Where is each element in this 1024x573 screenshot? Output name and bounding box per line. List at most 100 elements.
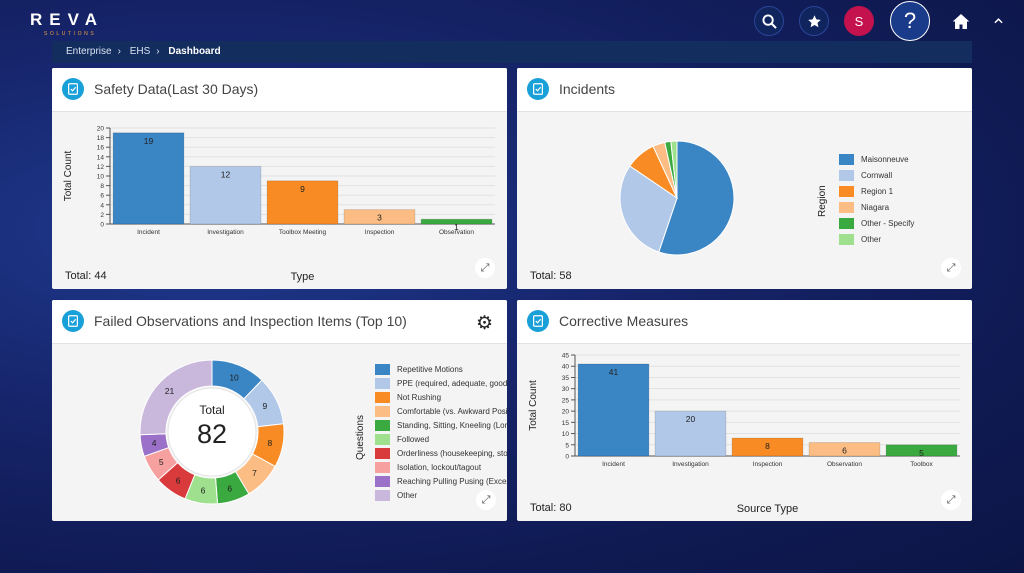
slice-10[interactable]: [139, 359, 213, 436]
y-tick-label: 2: [100, 212, 104, 219]
donut-center-label: Total: [199, 403, 224, 417]
legend-item[interactable]: Reaching Pulling Pusing (Excessive: [375, 474, 507, 488]
gear-icon[interactable]: ⚙: [475, 313, 493, 334]
legend-item[interactable]: Other: [839, 231, 914, 247]
legend-item[interactable]: Comfortable (vs. Awkward Position: [375, 404, 507, 418]
search-icon: [761, 13, 777, 29]
legend-swatch: [375, 377, 390, 389]
bar-incident[interactable]: [112, 132, 185, 225]
bar-investigation[interactable]: [189, 165, 262, 225]
legend-item[interactable]: Standing, Sitting, Kneeling (Long P: [375, 418, 507, 432]
bar-observation[interactable]: [808, 442, 881, 457]
legend-item[interactable]: Cornwall: [839, 167, 914, 183]
legend-item[interactable]: Repetitive Motions: [375, 362, 507, 376]
expand-icon[interactable]: ⤢: [941, 258, 961, 278]
failed-donut-chart: 10 9 8 7 6 6 6 54 21 Total 82: [139, 359, 285, 505]
y-tick-label: 30: [562, 386, 570, 393]
bar-value-label: 8: [765, 441, 770, 451]
bar-toolbox-meeting[interactable]: [266, 180, 339, 225]
legend-label: Other: [397, 490, 418, 500]
slice-value-label: 9: [263, 401, 268, 411]
legend-label: Niagara: [861, 202, 890, 212]
legend-item[interactable]: Isolation, lockout/tagout: [375, 460, 507, 474]
slice-2[interactable]: [619, 165, 678, 253]
bar-inspection[interactable]: [343, 209, 416, 225]
profile-avatar[interactable]: S: [844, 6, 874, 36]
slice-value-label: 10: [229, 372, 239, 382]
slice-6[interactable]: [670, 140, 678, 199]
bar-value-label: 19: [144, 136, 154, 146]
bar-value-label: 41: [609, 367, 619, 377]
breadcrumb-ehs[interactable]: EHS: [129, 46, 151, 57]
bar-value-label: 5: [919, 448, 924, 458]
total-count: Total: 80: [530, 502, 572, 514]
y-tick-label: 20: [562, 409, 570, 416]
legend-item[interactable]: Followed: [375, 432, 507, 446]
slice-value-label: 4: [152, 438, 157, 448]
home-button[interactable]: [946, 6, 976, 36]
legend-label: Reaching Pulling Pusing (Excessive: [397, 476, 507, 486]
legend-swatch: [375, 489, 390, 501]
bar-value-label: 6: [842, 446, 847, 456]
breadcrumb-separator: ›: [156, 46, 160, 57]
clipboard-check-icon: [62, 310, 84, 332]
legend-swatch: [839, 217, 854, 229]
help-button[interactable]: ?: [890, 1, 930, 41]
corrective-measures-panel: Corrective Measures 0 5 10 15 20 25 30 35 40 45 41…: [517, 300, 972, 521]
clipboard-check-icon: [527, 78, 549, 100]
legend-label: PPE (required, adequate, good con: [397, 378, 507, 388]
x-tick-label: Investigation: [672, 461, 709, 468]
legend-label: Region 1: [861, 186, 894, 196]
y-axis-title: Total Count: [528, 380, 539, 431]
collapse-button[interactable]: [986, 6, 1010, 36]
legend-label: Standing, Sitting, Kneeling (Long P: [397, 420, 507, 430]
clipboard-check-icon: [62, 78, 84, 100]
slice-value-label: 7: [252, 468, 257, 478]
panel-title: Safety Data(Last 30 Days): [94, 81, 259, 97]
y-tick-label: 0: [100, 222, 104, 229]
panel-title: Failed Observations and Inspection Items…: [94, 313, 407, 329]
x-tick-label: Toolbox: [910, 461, 933, 468]
y-tick-label: 12: [97, 164, 105, 171]
x-tick-label: Investigation: [207, 229, 244, 236]
legend-label: Other: [861, 234, 882, 244]
slice-value-label: 5: [159, 457, 164, 467]
legend-item[interactable]: Not Rushing: [375, 390, 507, 404]
legend-label: Followed: [397, 434, 430, 444]
y-tick-label: 35: [562, 375, 570, 382]
legend-item[interactable]: Region 1: [839, 183, 914, 199]
legend-item[interactable]: Orderliness (housekeeping, storag: [375, 446, 507, 460]
legend-item[interactable]: Niagara: [839, 199, 914, 215]
y-tick-label: 6: [100, 193, 104, 200]
y-tick-label: 15: [562, 420, 570, 427]
y-tick-label: 5: [565, 442, 569, 449]
expand-icon[interactable]: ⤢: [475, 258, 495, 278]
expand-icon[interactable]: ⤢: [941, 490, 961, 510]
x-tick-label: Toolbox Meeting: [279, 229, 327, 236]
reva-logo[interactable]: REVA SOLUTIONS: [30, 10, 104, 37]
expand-icon[interactable]: ⤢: [476, 490, 496, 510]
bar-observation[interactable]: [420, 218, 493, 225]
y-tick-label: 18: [97, 135, 105, 142]
bar-value-label: 9: [300, 184, 305, 194]
panel-title: Corrective Measures: [559, 313, 689, 329]
y-tick-label: 4: [100, 202, 104, 209]
favorites-button[interactable]: [799, 6, 829, 36]
y-tick-label: 16: [97, 145, 105, 152]
legend-item[interactable]: Other: [375, 488, 507, 502]
breadcrumb-enterprise[interactable]: Enterprise: [66, 46, 112, 57]
slice-value-label: 6: [227, 483, 232, 493]
legend-item[interactable]: Maisonneuve: [839, 151, 914, 167]
y-tick-label: 40: [562, 364, 570, 371]
slice-1[interactable]: [658, 140, 735, 256]
panel-header: Corrective Measures: [517, 300, 972, 344]
search-button[interactable]: [754, 6, 784, 36]
bar-inspection[interactable]: [731, 437, 804, 457]
bar-incident[interactable]: [577, 363, 650, 457]
bar-toolbox[interactable]: [885, 444, 958, 457]
legend-item[interactable]: PPE (required, adequate, good con: [375, 376, 507, 390]
legend-item[interactable]: Other - Specify: [839, 215, 914, 231]
breadcrumb: Enterprise › EHS › Dashboard: [52, 41, 972, 63]
legend-title-questions: Questions: [355, 414, 366, 460]
bar-investigation[interactable]: [654, 410, 727, 457]
